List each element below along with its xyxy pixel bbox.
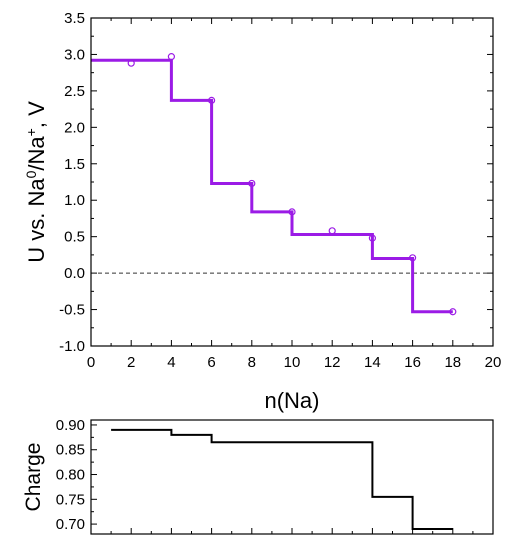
y-tick-label: 2.0 xyxy=(64,119,85,136)
y-axis-title-sup-1: 0 xyxy=(23,170,39,178)
y-axis-title-part-b: /Na xyxy=(24,136,49,171)
data-point xyxy=(208,96,216,104)
x-tick-label: 4 xyxy=(167,354,175,371)
bottom-y-tick-labels: 0.70 0.75 0.80 0.85 0.90 xyxy=(56,417,85,533)
y-axis-title-part-c: , V xyxy=(24,101,49,128)
charge-step-line xyxy=(111,428,453,531)
x-tick-label: 20 xyxy=(485,354,502,371)
x-tick-label: 8 xyxy=(248,354,256,371)
x-tick-label: 0 xyxy=(87,354,95,371)
data-point xyxy=(288,208,296,216)
top-plot-frame xyxy=(90,17,494,347)
x-tick-label: 18 xyxy=(444,354,461,371)
y-tick-label: -1.0 xyxy=(59,338,85,355)
bottom-y-tick-label: 0.90 xyxy=(56,417,85,434)
data-point xyxy=(328,227,336,235)
y-tick-label: 3.0 xyxy=(64,46,85,63)
x-tick-label: 14 xyxy=(364,354,381,371)
y-tick-label: 1.0 xyxy=(64,192,85,209)
bottom-plot-frame xyxy=(90,419,494,535)
bottom-y-tick-label: 0.70 xyxy=(56,516,85,533)
y-tick-label: 3.5 xyxy=(64,10,85,27)
data-point xyxy=(449,308,457,316)
y-axis-title-sup-2: + xyxy=(23,128,39,136)
x-tick-label: 12 xyxy=(324,354,341,371)
y-tick-label: 0.5 xyxy=(64,229,85,246)
data-point xyxy=(167,53,175,61)
y-tick-label: 1.5 xyxy=(64,156,85,173)
data-point xyxy=(127,59,135,67)
data-point xyxy=(368,234,376,242)
y-tick-label: 2.5 xyxy=(64,83,85,100)
potential-points xyxy=(127,53,457,316)
bottom-y-tick-label: 0.80 xyxy=(56,467,85,484)
y-axis-title-part-a: U vs. Na xyxy=(24,178,49,263)
charge-axis-title: Charge xyxy=(22,443,45,512)
x-tick-label: 6 xyxy=(207,354,215,371)
bottom-chart: 0.70 0.75 0.80 0.85 0.90 Charge xyxy=(22,417,494,535)
y-axis-title: U vs. Na0/Na+, V xyxy=(23,101,49,263)
x-tick-label: 16 xyxy=(404,354,421,371)
top-y-tick-labels: -1.0 -0.5 0.0 0.5 1.0 1.5 2.0 2.5 3.0 3.5 xyxy=(59,10,85,355)
top-chart: 0 2 4 6 8 10 12 14 16 18 20 -1.0 -0.5 0.0 0.5 1.0 1.5 2.… xyxy=(23,10,501,413)
y-tick-label: -0.5 xyxy=(59,302,85,319)
x-axis-title: n(Na) xyxy=(264,388,319,413)
data-point xyxy=(409,254,417,262)
potential-step-line xyxy=(91,58,453,314)
x-tick-label: 10 xyxy=(284,354,301,371)
bottom-y-tick-label: 0.85 xyxy=(56,442,85,459)
data-point xyxy=(248,179,256,188)
top-ticks xyxy=(90,17,494,347)
y-tick-label: 0.0 xyxy=(64,265,85,282)
bottom-y-tick-label: 0.75 xyxy=(56,491,85,508)
top-x-tick-labels: 0 2 4 6 8 10 12 14 16 18 20 xyxy=(87,354,502,371)
x-tick-label: 2 xyxy=(127,354,135,371)
